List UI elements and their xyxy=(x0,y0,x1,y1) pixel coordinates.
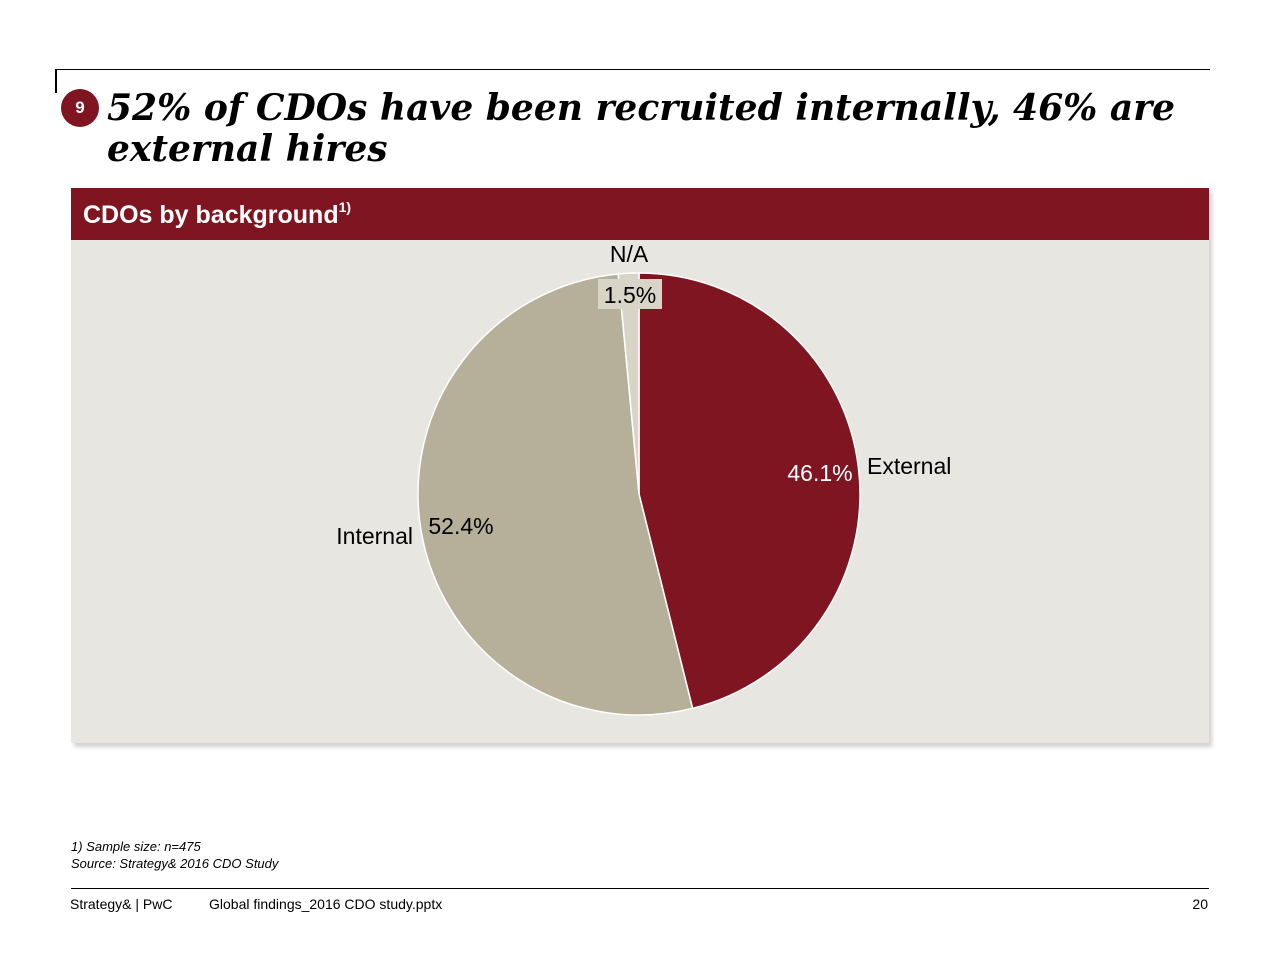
chart-title: CDOs by background1) xyxy=(83,199,352,230)
page-number: 20 xyxy=(1192,896,1208,912)
chart-panel-header: CDOs by background1) xyxy=(71,188,1209,240)
slice-value-internal: 52.4% xyxy=(428,513,493,539)
slide-number-badge: 9 xyxy=(61,89,99,127)
chart-title-footnote-marker: 1) xyxy=(338,199,352,215)
footer-rule xyxy=(71,888,1209,889)
top-rule-tick xyxy=(55,69,57,93)
slice-label-internal: Internal xyxy=(336,523,413,549)
slice-label-external: External xyxy=(867,453,951,479)
footnote-source: Source: Strategy& 2016 CDO Study xyxy=(71,856,279,871)
footer-filename: Global findings_2016 CDO study.pptx xyxy=(209,896,443,912)
footnote-sample-size: 1) Sample size: n=475 xyxy=(71,839,201,854)
pie-slice-external xyxy=(638,272,861,710)
slide-title: 52% of CDOs have been recruited internal… xyxy=(107,87,1176,170)
footnotes: 1) Sample size: n=475 Source: Strategy& … xyxy=(71,838,278,872)
chart-title-text: CDOs by background xyxy=(83,201,339,229)
top-rule xyxy=(55,69,1210,70)
slice-value-external: 46.1% xyxy=(787,460,852,486)
pie-slice-internal xyxy=(417,273,694,716)
slice-label-n-a: N/A xyxy=(610,241,649,267)
slice-value-n-a: 1.5% xyxy=(604,282,656,308)
value-label-box-n-a xyxy=(598,279,662,309)
footer-brand: Strategy& | PwC xyxy=(70,896,173,912)
pie-slice-n-a xyxy=(617,272,640,495)
